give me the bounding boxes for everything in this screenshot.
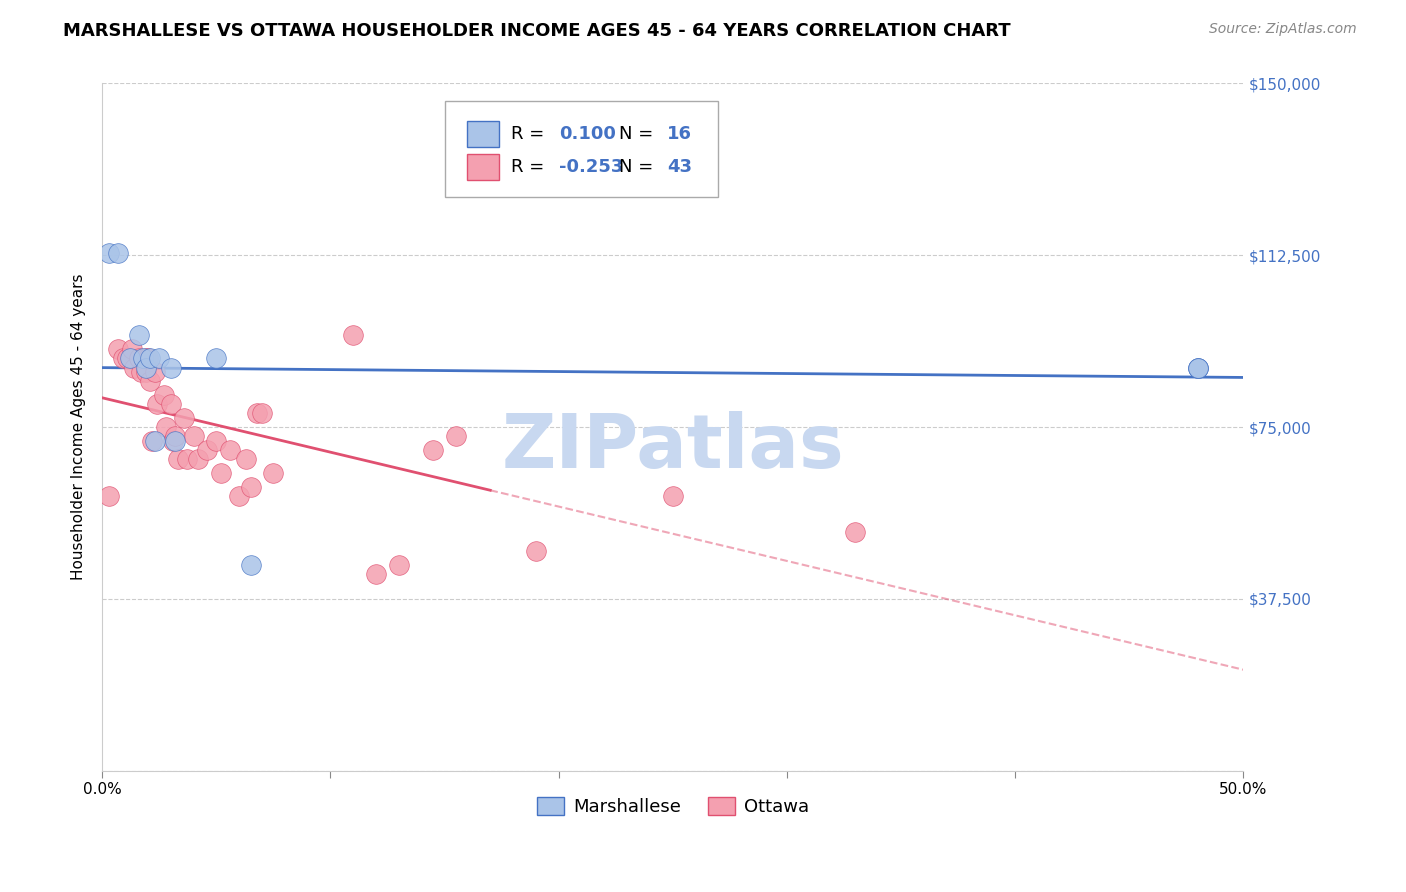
FancyBboxPatch shape <box>444 101 718 197</box>
Point <box>228 489 250 503</box>
Point <box>262 466 284 480</box>
Text: -0.253: -0.253 <box>558 158 623 176</box>
Point <box>107 342 129 356</box>
Bar <box>467 121 499 147</box>
Text: Source: ZipAtlas.com: Source: ZipAtlas.com <box>1209 22 1357 37</box>
Point <box>159 360 181 375</box>
Point <box>219 442 242 457</box>
Point <box>165 434 187 448</box>
Point <box>159 397 181 411</box>
Point <box>662 489 685 503</box>
Point <box>128 351 150 366</box>
Point <box>183 429 205 443</box>
Point <box>388 558 411 572</box>
Point <box>444 429 467 443</box>
Point <box>246 406 269 420</box>
Point <box>844 525 866 540</box>
Point <box>342 328 364 343</box>
Text: N =: N = <box>619 125 659 144</box>
Point <box>153 388 176 402</box>
Point <box>239 480 262 494</box>
Text: N =: N = <box>619 158 659 176</box>
Point <box>129 365 152 379</box>
Bar <box>467 153 499 179</box>
Point <box>235 452 257 467</box>
Point <box>118 351 141 366</box>
Point <box>165 429 187 443</box>
Point <box>98 489 121 503</box>
Text: ZIPatlas: ZIPatlas <box>502 411 844 484</box>
Text: R =: R = <box>510 158 550 176</box>
Point <box>139 374 162 388</box>
Point <box>187 452 209 467</box>
Point <box>366 566 388 581</box>
Text: 0.100: 0.100 <box>558 125 616 144</box>
Text: MARSHALLESE VS OTTAWA HOUSEHOLDER INCOME AGES 45 - 64 YEARS CORRELATION CHART: MARSHALLESE VS OTTAWA HOUSEHOLDER INCOME… <box>63 22 1011 40</box>
Point <box>195 442 218 457</box>
Point <box>111 351 134 366</box>
Point <box>239 558 262 572</box>
Point <box>132 351 155 366</box>
Point <box>1187 360 1209 375</box>
Point <box>128 328 150 343</box>
Y-axis label: Householder Income Ages 45 - 64 years: Householder Income Ages 45 - 64 years <box>72 274 86 581</box>
Point <box>155 420 177 434</box>
Point <box>143 365 166 379</box>
Point <box>162 434 184 448</box>
Point <box>135 365 157 379</box>
Point <box>422 442 444 457</box>
Point <box>141 434 163 448</box>
Point <box>176 452 198 467</box>
Point <box>136 351 159 366</box>
Point <box>139 351 162 366</box>
Point <box>148 351 170 366</box>
Point <box>205 434 228 448</box>
Point <box>122 360 145 375</box>
Point <box>98 246 121 260</box>
Text: 16: 16 <box>666 125 692 144</box>
Point <box>135 360 157 375</box>
Text: 43: 43 <box>666 158 692 176</box>
Point <box>209 466 232 480</box>
Point <box>1187 360 1209 375</box>
Point <box>146 397 169 411</box>
Point <box>1187 360 1209 375</box>
Text: R =: R = <box>510 125 550 144</box>
Point <box>205 351 228 366</box>
Point <box>166 452 188 467</box>
Point <box>173 411 195 425</box>
Point <box>143 434 166 448</box>
Point <box>117 351 139 366</box>
Point <box>250 406 273 420</box>
Legend: Marshallese, Ottawa: Marshallese, Ottawa <box>530 789 817 823</box>
Point <box>524 543 547 558</box>
Point <box>135 351 157 366</box>
Point <box>107 246 129 260</box>
Point <box>121 342 143 356</box>
